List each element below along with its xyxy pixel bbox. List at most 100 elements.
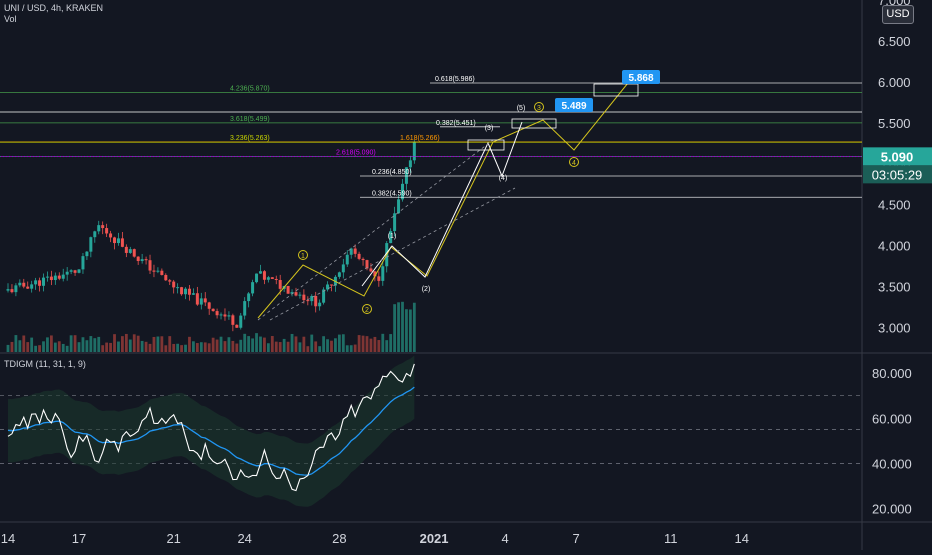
indicator-axis-ticks: 80.000 60.000 40.000 20.000	[872, 366, 912, 517]
volume-bar	[105, 342, 109, 352]
candle-body	[369, 268, 373, 272]
candle-body	[144, 259, 148, 261]
volume-bar	[144, 341, 148, 352]
candle-body	[353, 248, 357, 254]
volume-bar	[73, 335, 77, 352]
fib-level-label: 3.618(5.499)	[230, 116, 270, 123]
wave-label: (2)	[422, 286, 431, 293]
volume-bar	[156, 336, 160, 352]
candle-body	[322, 289, 326, 303]
volume-bar	[121, 336, 124, 352]
candle-body	[168, 280, 172, 282]
candle-body	[148, 260, 152, 271]
time-tick-label: 2021	[420, 531, 449, 546]
volume-bar	[57, 341, 61, 352]
candle-body	[187, 288, 191, 295]
candle-body	[357, 253, 361, 259]
volume-bar	[97, 336, 101, 352]
candle-body	[412, 142, 416, 161]
candle-body	[85, 251, 89, 257]
volume-bar	[65, 345, 69, 352]
candle-body	[6, 289, 10, 291]
symbol-title: UNI / USD, 4h, KRAKEN	[4, 3, 104, 13]
volume-bar	[274, 341, 278, 352]
candle-body	[262, 271, 266, 280]
volume-bar	[290, 333, 294, 352]
candle-body	[109, 233, 113, 238]
volume-bar	[314, 341, 318, 352]
volume-bar	[109, 342, 112, 352]
candle-body	[278, 280, 282, 289]
minor-wave-path	[361, 121, 523, 287]
candle-body	[306, 300, 310, 302]
volume-bar	[381, 333, 385, 352]
callout-label: 5.489	[561, 101, 586, 112]
candle-body	[345, 254, 349, 265]
candle-body	[361, 258, 365, 261]
price-tick-label: 3.500	[878, 280, 911, 295]
candle-body	[393, 213, 397, 232]
candle-body	[389, 231, 393, 244]
candle-body	[266, 277, 270, 280]
last-price-badge	[863, 147, 932, 166]
candle-body	[176, 287, 180, 289]
time-tick-label: 14	[735, 531, 749, 546]
volume-bar	[255, 333, 258, 352]
candle-body	[124, 246, 128, 253]
time-tick-label: 4	[501, 531, 508, 546]
volume-bar	[259, 336, 262, 352]
candle-body	[57, 275, 61, 279]
candle-body	[69, 270, 73, 272]
fib-level-label: 2.618(5.090)	[336, 149, 376, 156]
candle-body	[310, 295, 314, 302]
volume-bars	[6, 301, 416, 352]
candle-body	[140, 259, 144, 262]
candle-body	[116, 238, 120, 244]
volume-bar	[77, 342, 81, 352]
fib-level-label: 0.382(4.590)	[372, 190, 412, 197]
wave-label: (4)	[499, 175, 508, 182]
volume-bar	[401, 301, 404, 352]
callout-box	[555, 98, 593, 112]
wave-label: 1	[301, 253, 305, 260]
candle-body	[231, 315, 235, 325]
candle-body	[199, 298, 203, 305]
candle-body	[401, 183, 404, 200]
volume-bar	[306, 346, 310, 352]
candle-body	[191, 293, 195, 295]
candle-body	[349, 248, 353, 255]
channel-dashed-line	[269, 187, 516, 321]
volume-bar	[128, 339, 132, 352]
fib-level-label: 1.618(5.266)	[400, 135, 440, 142]
volume-bar	[369, 338, 373, 352]
indicator-tick-label: 60.000	[872, 411, 912, 426]
volume-bar	[294, 336, 298, 352]
volume-bar	[168, 336, 172, 352]
volume-bar	[136, 335, 140, 352]
currency-badge[interactable]: USD	[882, 5, 914, 24]
candle-body	[298, 294, 302, 296]
wave-label: 2	[365, 307, 369, 314]
volume-bar	[18, 340, 22, 352]
indicator-band	[8, 355, 415, 507]
volume-bar	[164, 345, 168, 352]
volume-bar	[266, 343, 270, 352]
candle-body	[329, 284, 333, 286]
time-tick-label: 21	[166, 531, 180, 546]
candle-body	[365, 260, 369, 269]
volume-bar	[286, 341, 290, 352]
candle-body	[38, 280, 42, 286]
candle-body	[408, 160, 412, 168]
candle-body	[26, 286, 30, 289]
candle-body	[290, 292, 294, 294]
indicator-tick-label: 40.000	[872, 456, 912, 471]
primary-wave-path	[257, 77, 633, 319]
volume-bar	[330, 340, 333, 352]
candle-body	[22, 282, 26, 287]
volume-bar	[132, 334, 136, 352]
callout-box	[622, 70, 660, 84]
volume-bar	[349, 345, 353, 352]
fib-level-label: 0.236(4.850)	[372, 169, 412, 176]
